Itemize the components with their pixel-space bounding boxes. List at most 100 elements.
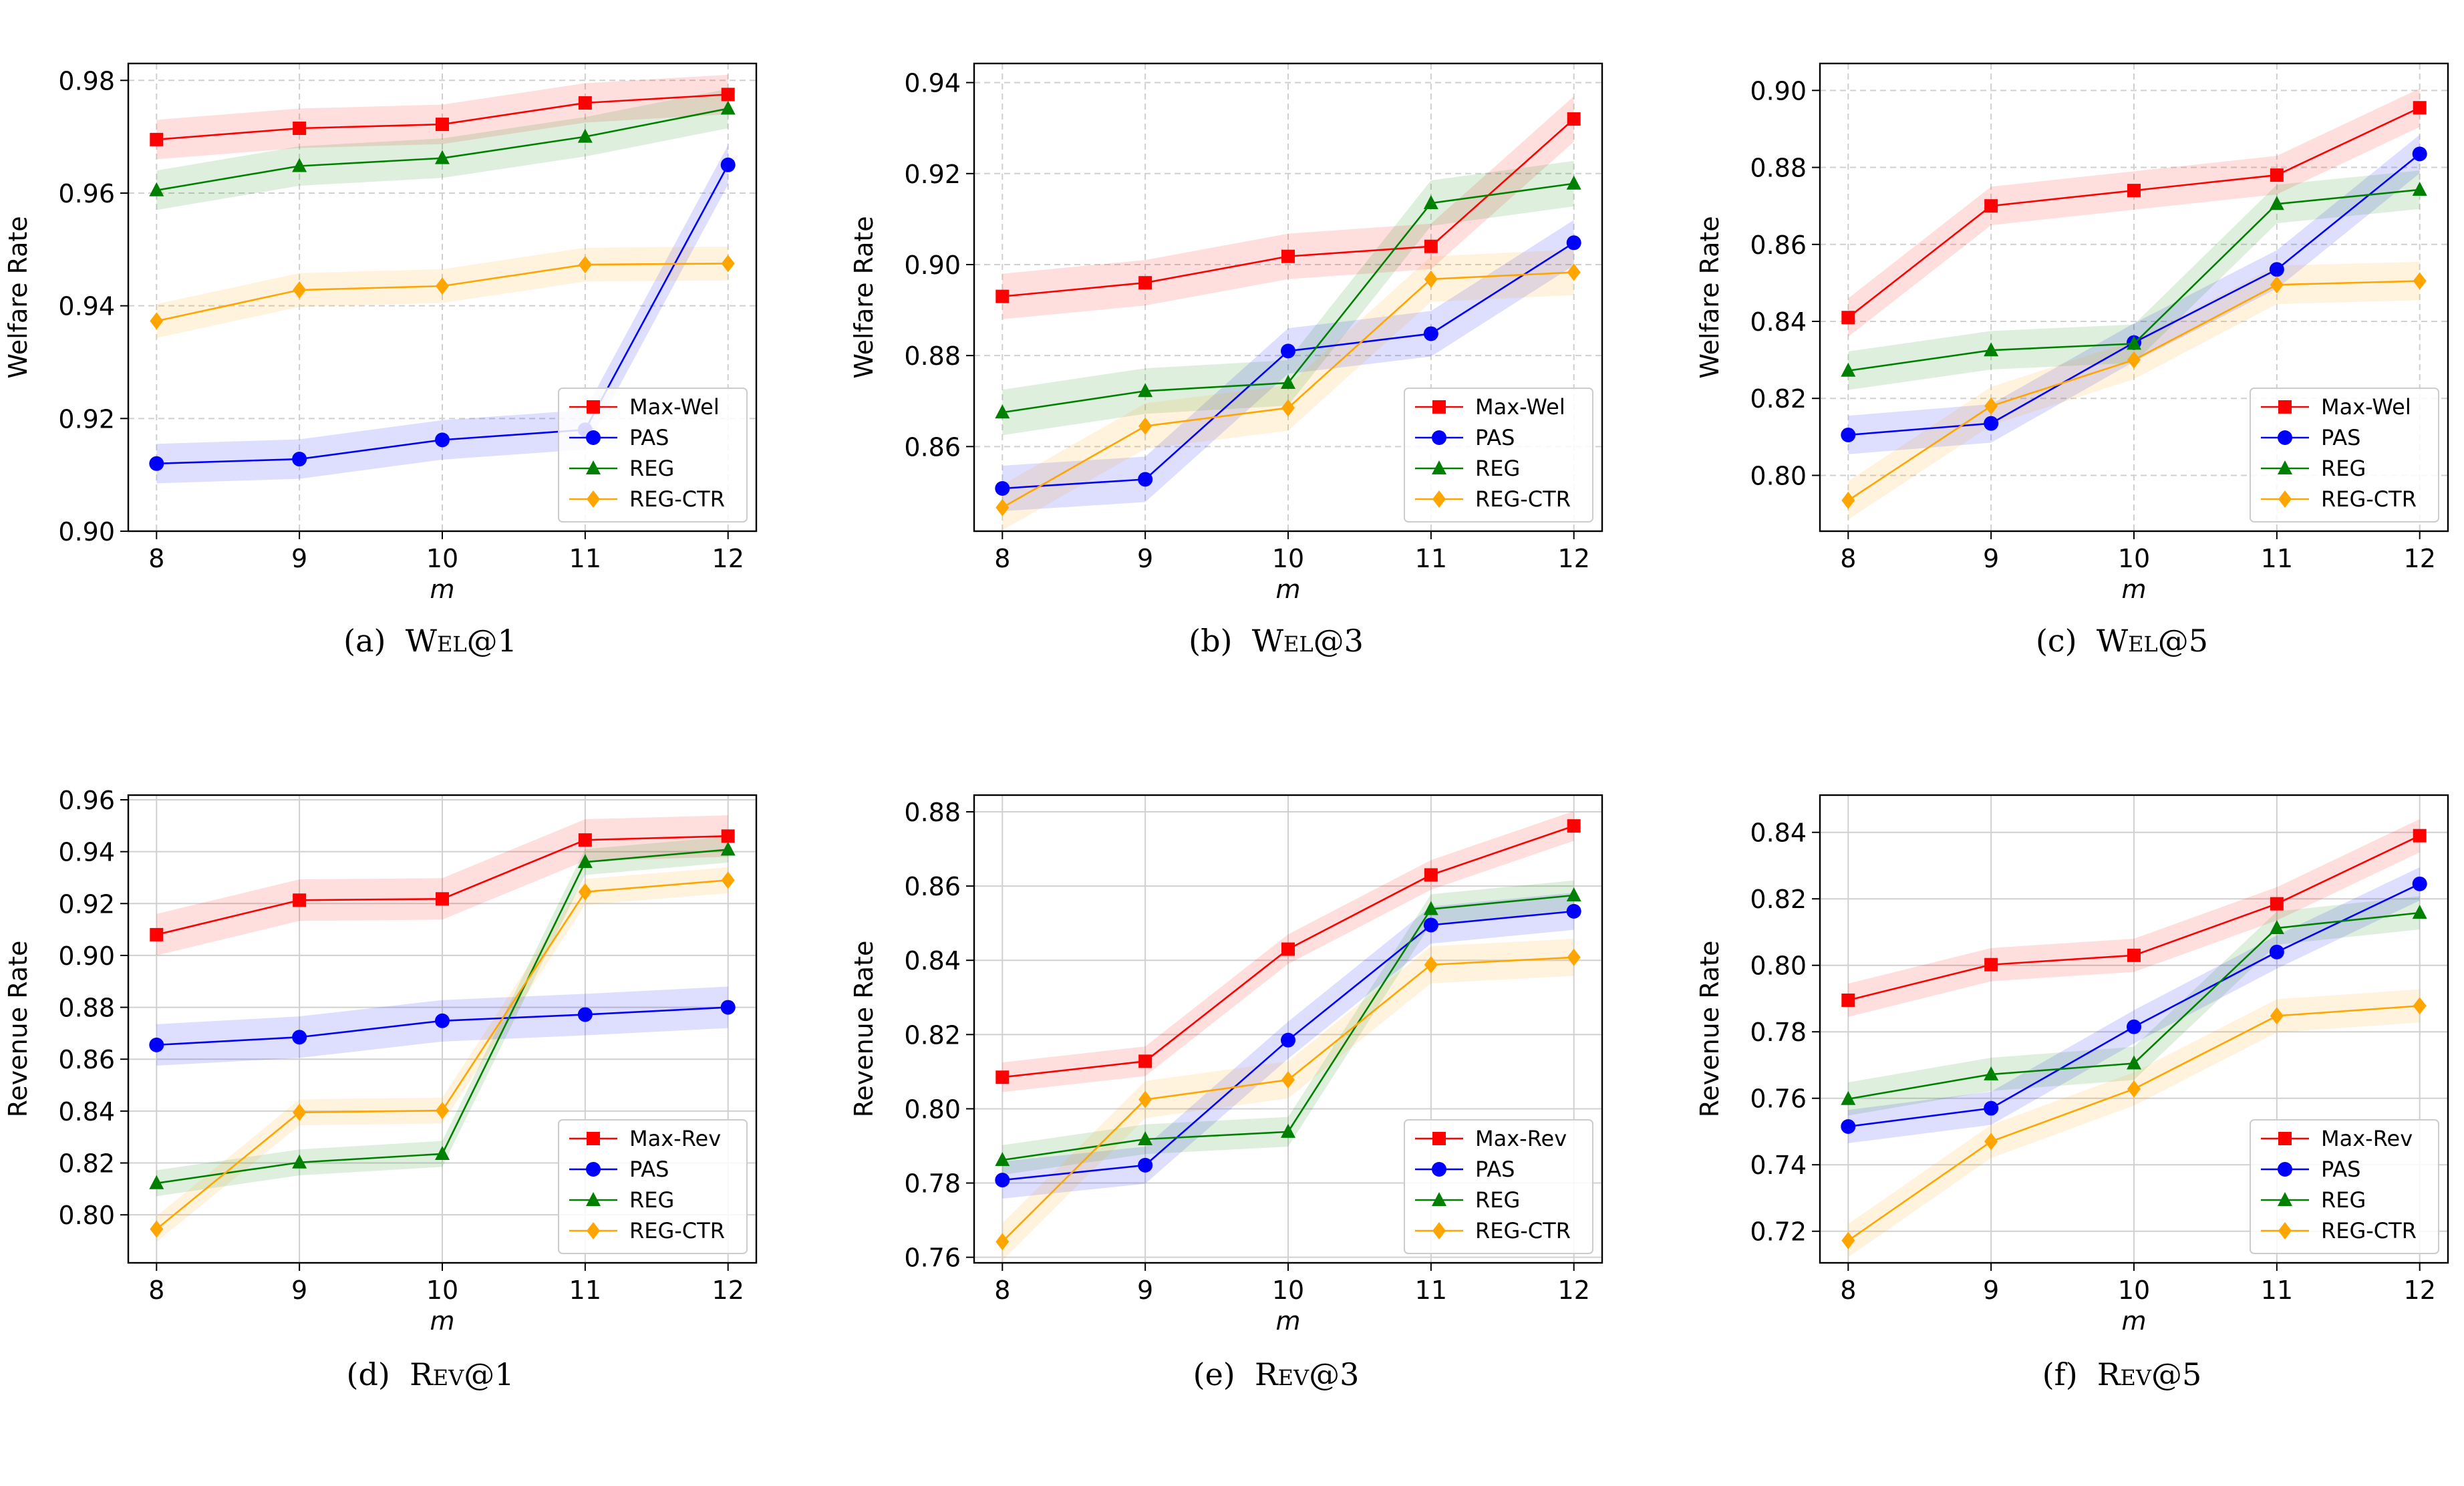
data-point-reg-ctr [1567,263,1581,281]
data-point-reg [2412,905,2427,919]
legend-marker [1432,430,1446,445]
legend-label: Max-Rev [2321,1126,2413,1151]
data-point-reg [1566,887,1581,901]
data-point-reg-ctr [578,883,592,901]
data-point-max-wel [1841,311,1855,325]
data-point-max-rev [2270,897,2284,911]
data-point-reg [1281,375,1295,390]
caption-f: (f) Rev@5 [2042,1356,2202,1392]
data-point-reg-ctr [1281,399,1295,417]
x-tick-label: 11 [1415,1276,1447,1305]
data-point-reg [1984,342,1999,357]
data-point-pas [2127,1019,2141,1034]
legend-label: PAS [629,1157,669,1182]
x-tick-label: 8 [148,1276,164,1305]
data-point-pas [720,157,736,172]
data-point-reg-ctr [1984,397,1998,415]
legend-box [1404,388,1593,523]
legend-box [2250,1119,2439,1254]
x-axis-label: m [1275,575,1300,604]
legend-label: REG [2321,456,2366,481]
legend-label: REG-CTR [1475,1218,1571,1243]
legend-box [558,388,748,523]
data-point-reg [720,100,736,115]
data-point-pas [1138,1157,1153,1173]
axes-frame [973,794,1603,1264]
data-point-max-wel [721,88,735,102]
data-point-reg [1984,1066,1999,1080]
legend-label: REG-CTR [629,486,725,512]
data-point-reg-ctr [436,1102,449,1120]
y-tick-label: 0.96 [58,179,115,208]
y-tick-label: 0.84 [58,1097,115,1127]
y-tick-label: 0.90 [904,251,961,280]
legend-marker [586,430,601,445]
chart-e: 0.76 0.78 0.80 0.82 0.84 0.86 0.88 8 9 10 11 12 m Rev… [849,794,1603,1336]
data-point-reg [1423,195,1438,210]
data-point-reg-ctr [293,1103,307,1121]
data-point-reg-ctr [1424,270,1438,288]
data-point-reg-ctr [995,498,1010,516]
data-point-reg [995,1152,1010,1167]
data-point-max-rev [1281,942,1295,956]
legend-marker [2278,1162,2292,1177]
legend-marker [1432,1222,1446,1239]
data-point-reg-ctr [721,871,735,889]
legend-marker [2278,490,2292,508]
caption-a: (a) Wel@1 [343,623,517,659]
y-tick-label: 0.76 [1750,1084,1807,1114]
legend-marker [586,1162,601,1177]
y-tick-label: 0.78 [904,1169,961,1199]
data-point-max-wel [1567,112,1581,126]
data-point-max-wel [436,118,449,132]
legend: Max-Rev PAS REG REG-CTR [1404,1119,1593,1254]
data-point-pas [292,452,307,467]
y-tick-label: 0.92 [904,160,961,189]
data-point-reg-ctr [1138,417,1152,435]
data-point-reg [292,1154,307,1169]
data-point-max-wel [578,96,592,110]
y-tick-label: 0.82 [1750,384,1807,414]
y-tick-label: 0.90 [58,941,115,971]
x-tick-label: 10 [426,1276,458,1305]
caption-e: (e) Rev@3 [1193,1356,1360,1392]
legend: Max-Rev PAS REG REG-CTR [558,1119,748,1254]
data-point-reg-ctr [150,312,164,330]
band-pas [1002,220,1574,512]
data-point-pas [1423,326,1438,341]
data-point-reg [292,158,307,172]
data-point-reg-ctr [2127,351,2141,369]
data-point-reg [149,182,164,196]
data-point-reg [435,1145,450,1160]
band-max-wel [1002,96,1574,319]
data-point-max-rev [1984,957,1998,972]
data-point-max-rev [293,893,307,907]
data-point-reg-ctr [721,255,735,273]
data-point-reg [2269,196,2284,210]
x-tick-label: 12 [1558,544,1590,573]
x-tick-label: 10 [2118,544,2150,573]
data-point-pas [1984,1100,1999,1116]
x-tick-label: 11 [2261,544,2293,573]
x-tick-label: 9 [291,1276,307,1305]
data-point-max-rev [1424,868,1438,882]
legend-marker [587,1222,600,1239]
legend-marker [2278,400,2292,414]
x-tick-label: 12 [712,1276,744,1305]
y-axis-label: Revenue Rate [849,941,879,1118]
legend-label: PAS [2321,1157,2360,1182]
band-reg [1848,170,2420,390]
y-tick-label: 0.86 [904,432,961,462]
y-tick-label: 0.84 [1750,819,1807,848]
y-tick-label: 0.76 [904,1243,961,1273]
x-tick-label: 8 [994,544,1010,573]
data-point-reg-ctr [1984,1133,1998,1151]
data-point-pas [435,432,450,448]
caption-b: (b) Wel@3 [1189,623,1364,659]
data-point-reg-ctr [1281,1071,1295,1089]
chart-f: 0.72 0.74 0.76 0.78 0.80 0.82 0.84 8 9 10 11 12 m Rev… [1695,794,2449,1336]
band-pas [1848,134,2420,454]
y-tick-label: 0.74 [1750,1151,1807,1180]
chart-d: 0.80 0.82 0.84 0.86 0.88 0.90 0.92 0.94 0.96 8 9 10… [3,786,758,1336]
x-tick-label: 8 [1840,1276,1856,1305]
